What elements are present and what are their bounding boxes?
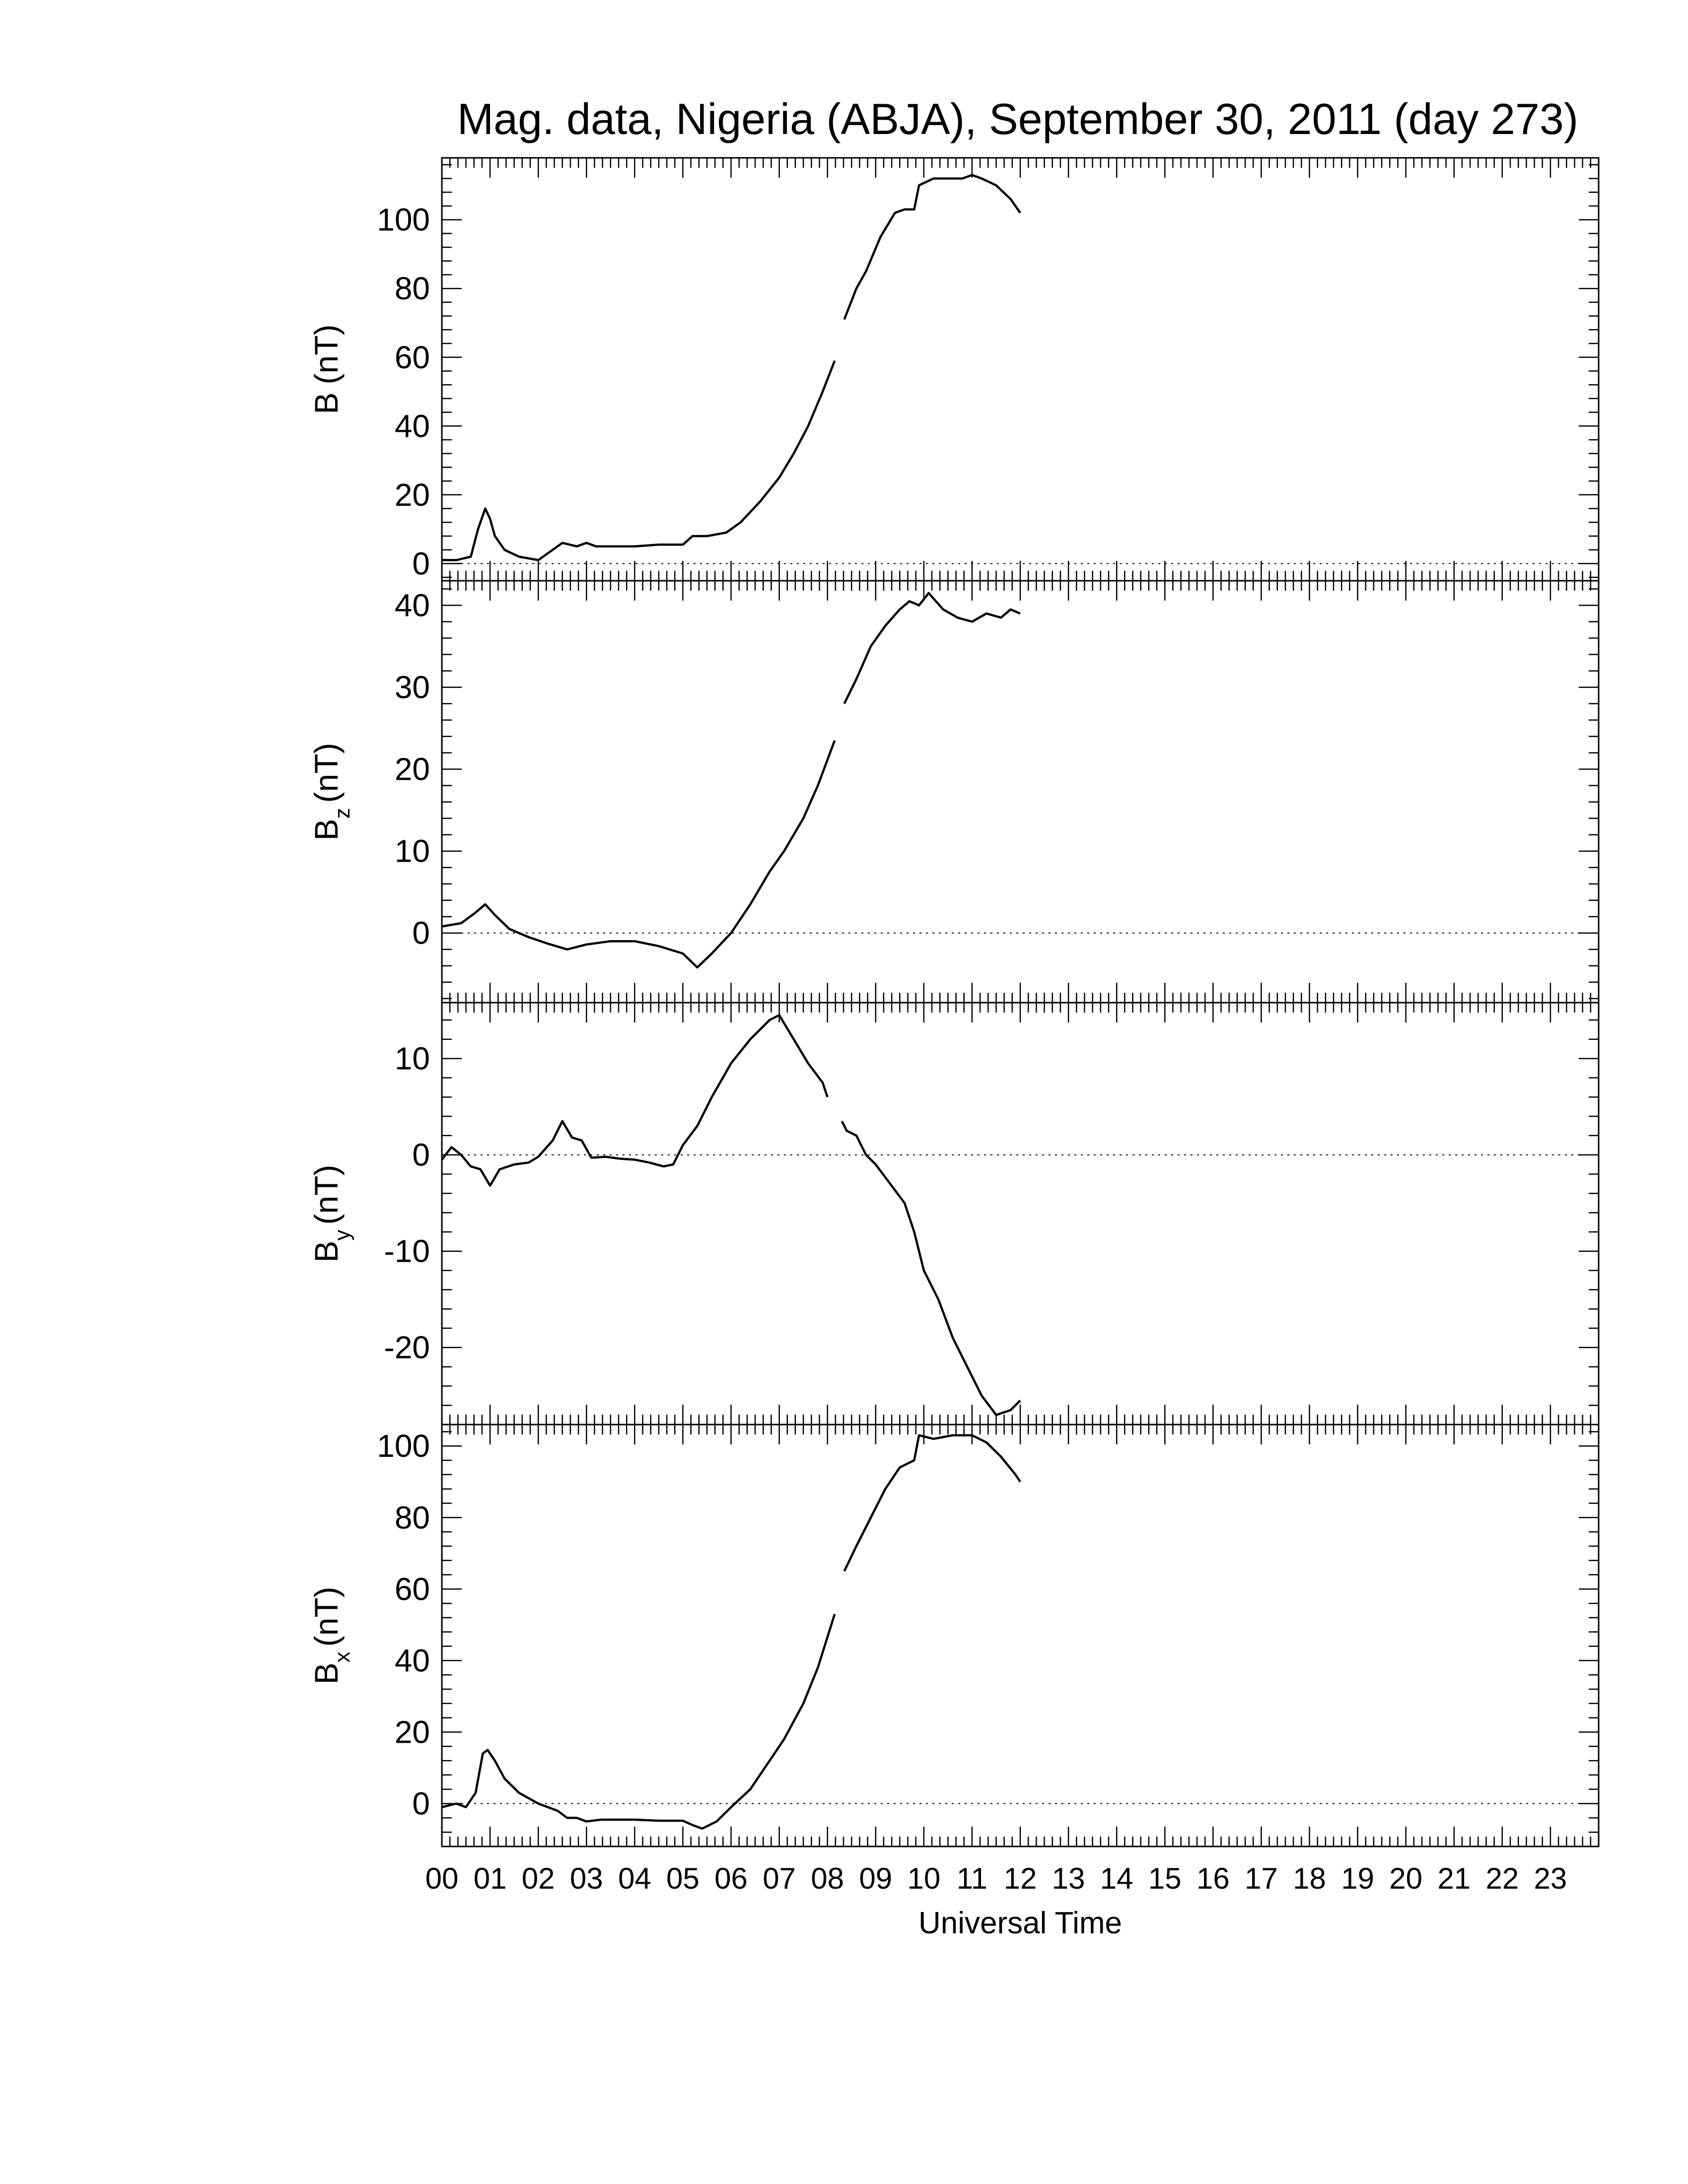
y-tick-label: 40: [395, 588, 430, 623]
y-axis-label-By: By(nT): [308, 1164, 354, 1262]
y-tick-label: 60: [395, 340, 430, 375]
x-tick-labels: 00 01 02 03 04 05 06 07 08 09 10 11 12 13 14 15 16 17 18 19…: [425, 1862, 1567, 1895]
y-tick-label: 40: [395, 1642, 430, 1678]
x-tick-label: 18: [1293, 1862, 1326, 1895]
x-tick-label: 09: [859, 1862, 892, 1895]
series-Bz-segment-0: [441, 740, 836, 969]
x-tick-label: 22: [1485, 1862, 1519, 1895]
y-tick-label: 0: [412, 1137, 430, 1173]
x-tick-label: 21: [1437, 1862, 1471, 1895]
y-tick-label: 40: [395, 408, 430, 444]
panel-frame: [441, 1424, 1600, 1847]
y-tick-label: 10: [395, 1041, 430, 1077]
x-tick-label: 07: [763, 1862, 796, 1895]
y-ticks: [442, 164, 1599, 578]
y-tick-label: 60: [395, 1571, 430, 1607]
panel-Bx: 0 20 40 60 80 100 Bx(nT): [308, 1424, 1600, 1847]
x-tick-label: 20: [1389, 1862, 1422, 1895]
x-tick-label: 02: [522, 1862, 555, 1895]
x-ticks: [441, 1003, 1600, 1425]
x-tick-label: 23: [1534, 1862, 1567, 1895]
panel-frame: [441, 580, 1600, 1004]
x-tick-label: 03: [570, 1862, 603, 1895]
y-tick-label: 0: [412, 546, 430, 581]
y-tick-label: 0: [412, 1786, 430, 1822]
panel-By: -20 -10 0 10 By(nT): [308, 1002, 1600, 1426]
y-tick-label: 20: [395, 477, 430, 513]
y-ticks: [442, 588, 1599, 999]
series-B-segment-1: [843, 174, 1021, 320]
series-B-segment-0: [442, 360, 836, 561]
panel-Bz: 0 10 20 30 40 Bz(nT): [308, 580, 1600, 1004]
y-tick-label: 100: [377, 1428, 430, 1464]
y-axis-label-B: B(nT): [308, 324, 345, 414]
x-tick-label: 19: [1341, 1862, 1374, 1895]
x-tick-label: 00: [425, 1862, 459, 1895]
x-tick-label: 17: [1245, 1862, 1278, 1895]
x-tick-label: 14: [1100, 1862, 1133, 1895]
panels: 020406080100B(nT)010203040Bz(nT)-20-1001…: [308, 157, 1600, 1847]
y-tick-label: 80: [395, 271, 430, 306]
y-ticks: [442, 1431, 1599, 1847]
x-axis-label: Universal Time: [918, 1906, 1122, 1940]
y-tick-label: 20: [395, 1714, 430, 1750]
x-tick-label: 13: [1052, 1862, 1085, 1895]
x-ticks: [441, 1425, 1600, 1846]
panel-frame: [441, 1002, 1600, 1426]
x-tick-label: 04: [618, 1862, 651, 1895]
x-tick-label: 10: [907, 1862, 940, 1895]
series-Bx-segment-0: [441, 1614, 836, 1830]
x-tick-label: 12: [1004, 1862, 1037, 1895]
x-tick-label: 15: [1148, 1862, 1182, 1895]
x-tick-label: 08: [811, 1862, 844, 1895]
y-tick-label: 100: [377, 202, 430, 238]
panel-B: 0 20 40 60 80 100 B(nT): [308, 157, 1600, 582]
series-Bx-segment-1: [843, 1434, 1021, 1572]
y-tick-label: 0: [412, 915, 430, 951]
panel-frame: [441, 157, 1600, 582]
y-axis-label-Bz: Bz(nT): [308, 743, 354, 840]
x-tick-label: 01: [474, 1862, 507, 1895]
x-ticks: [441, 581, 1600, 1003]
y-axis-label-Bx: Bx(nT): [308, 1586, 354, 1684]
series-By-segment-1: [841, 1120, 1021, 1416]
x-tick-label: 11: [957, 1862, 987, 1895]
x-tick-label: 05: [666, 1862, 700, 1895]
x-tick-label: 16: [1196, 1862, 1230, 1895]
series-By-segment-0: [441, 1014, 829, 1187]
y-tick-label: 10: [395, 833, 430, 869]
x-ticks: [441, 158, 1600, 581]
y-tick-label: -10: [384, 1233, 430, 1269]
y-ticks: [442, 1019, 1599, 1426]
y-tick-label: 30: [395, 670, 430, 705]
series-Bz-segment-1: [843, 592, 1021, 704]
x-tick-label: 06: [714, 1862, 748, 1895]
chart-title: Mag. data, Nigeria (ABJA), September 30,…: [457, 94, 1578, 143]
y-tick-label: 80: [395, 1500, 430, 1535]
y-tick-label: -20: [384, 1330, 430, 1365]
y-tick-label: 20: [395, 751, 430, 787]
